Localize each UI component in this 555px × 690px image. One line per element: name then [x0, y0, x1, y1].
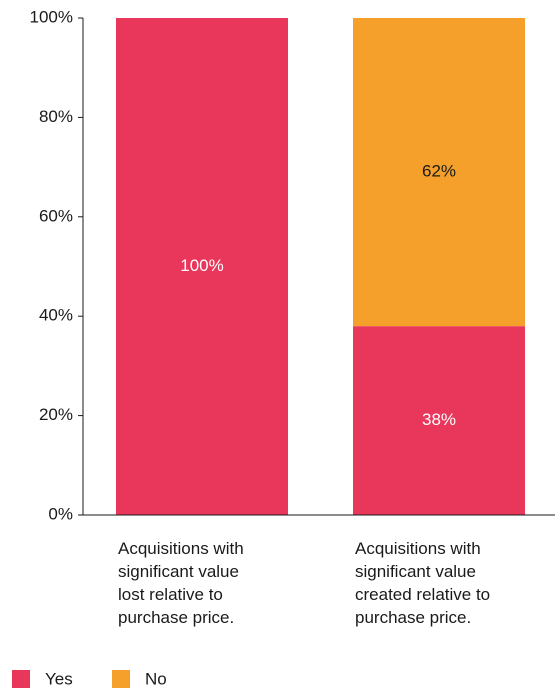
- legend-swatch: [112, 670, 130, 688]
- x-tick-label: Acquisitions with significant value create…: [355, 539, 490, 627]
- legend-label: No: [145, 669, 167, 688]
- y-tick-label: 20%: [39, 405, 73, 424]
- legend-swatch: [12, 670, 30, 688]
- y-tick-label: 80%: [39, 107, 73, 126]
- value-label: 62%: [422, 162, 456, 181]
- bar-segment: [116, 18, 288, 515]
- legend-label: Yes: [45, 669, 73, 688]
- y-tick-label: 0%: [48, 504, 73, 523]
- x-tick-label: Acquisitions with significant value lost r…: [118, 539, 244, 627]
- y-tick-label: 60%: [39, 206, 73, 225]
- value-label: 38%: [422, 410, 456, 429]
- y-tick-label: 40%: [39, 306, 73, 325]
- bar-segment: [353, 18, 525, 327]
- value-label: 100%: [180, 256, 223, 275]
- bar-segment: [353, 326, 525, 515]
- y-tick-label: 100%: [30, 7, 73, 26]
